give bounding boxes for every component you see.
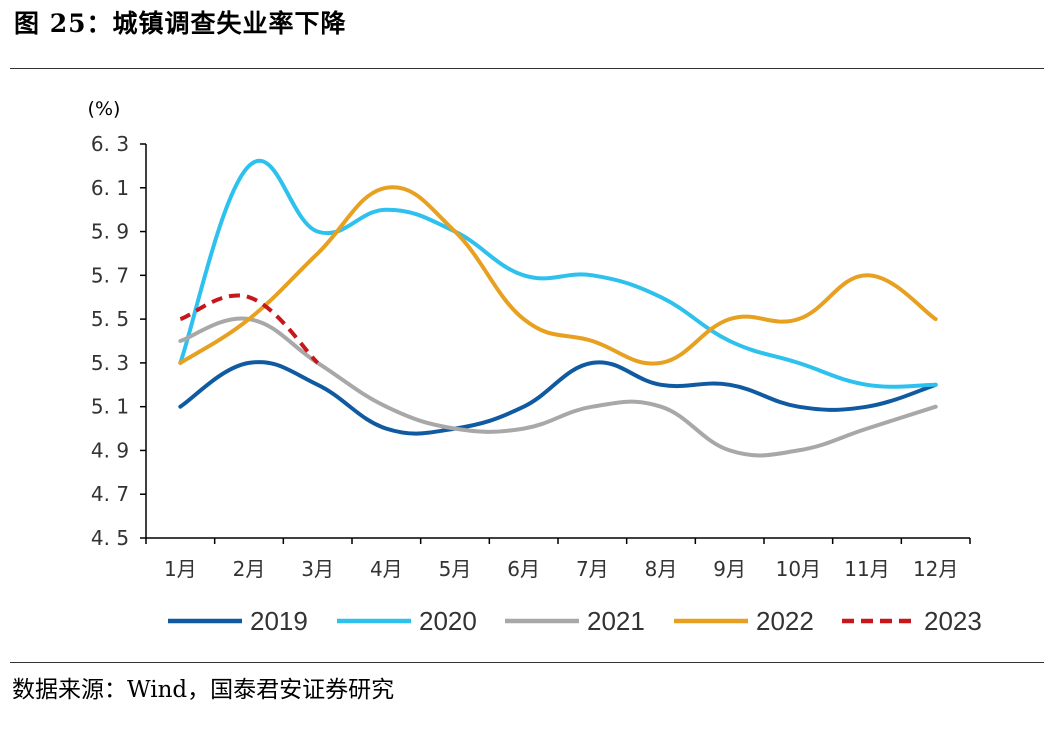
x-tick-label: 4月 <box>370 557 403 581</box>
x-tick-label: 1月 <box>164 557 197 581</box>
series-line-2019 <box>178 360 938 436</box>
legend-label-2023: 2023 <box>924 606 982 636</box>
x-tick-label: 9月 <box>713 557 746 581</box>
top-rule <box>10 68 1044 69</box>
x-tick-label: 12月 <box>913 557 958 581</box>
y-tick-label: 5. 9 <box>91 220 129 244</box>
y-tick-label: 5. 1 <box>91 395 129 419</box>
x-tick-label: 3月 <box>301 557 334 581</box>
x-tick-label: 7月 <box>576 557 609 581</box>
y-tick-label: 6. 1 <box>91 176 129 200</box>
figure-title: 图 25：城镇调查失业率下降 <box>14 9 347 38</box>
series-line-2023 <box>179 293 320 365</box>
y-unit-label: (%) <box>88 98 121 120</box>
series-line-2021 <box>178 316 938 458</box>
x-tick-label: 10月 <box>776 557 821 581</box>
legend-label-2021: 2021 <box>587 606 645 636</box>
y-tick-label: 5. 3 <box>91 351 129 375</box>
x-tick-label: 2月 <box>233 557 266 581</box>
source-note: 数据来源：Wind，国泰君安证券研究 <box>12 677 395 703</box>
x-tick-label: 5月 <box>439 557 472 581</box>
series-line-2022 <box>178 185 938 366</box>
bottom-rule <box>10 662 1044 663</box>
legend-label-2020: 2020 <box>419 606 477 636</box>
y-tick-label: 4. 7 <box>91 482 129 506</box>
series-layer <box>178 158 938 458</box>
line-chart: (%) 4. 5 4. 7 4. 9 5. 1 5. 3 5. 5 5. 7 5. 9 6. 1… <box>88 98 982 636</box>
x-tick-label: 6月 <box>507 557 540 581</box>
x-tick-label: 11月 <box>844 557 889 581</box>
axes: 4. 5 4. 7 4. 9 5. 1 5. 3 5. 5 5. 7 5. 9 6. 1 6. 3… <box>91 132 971 581</box>
legend: 2019 2020 2021 2022 2023 <box>168 606 982 636</box>
y-tick-label: 5. 7 <box>91 263 129 287</box>
x-tick-label: 8月 <box>645 557 678 581</box>
y-tick-label: 6. 3 <box>91 132 129 156</box>
legend-label-2019: 2019 <box>250 606 308 636</box>
y-tick-label: 4. 9 <box>91 438 129 462</box>
series-line-2020 <box>178 158 938 389</box>
y-tick-label: 4. 5 <box>91 526 129 550</box>
y-tick-label: 5. 5 <box>91 307 129 331</box>
legend-label-2022: 2022 <box>756 606 814 636</box>
